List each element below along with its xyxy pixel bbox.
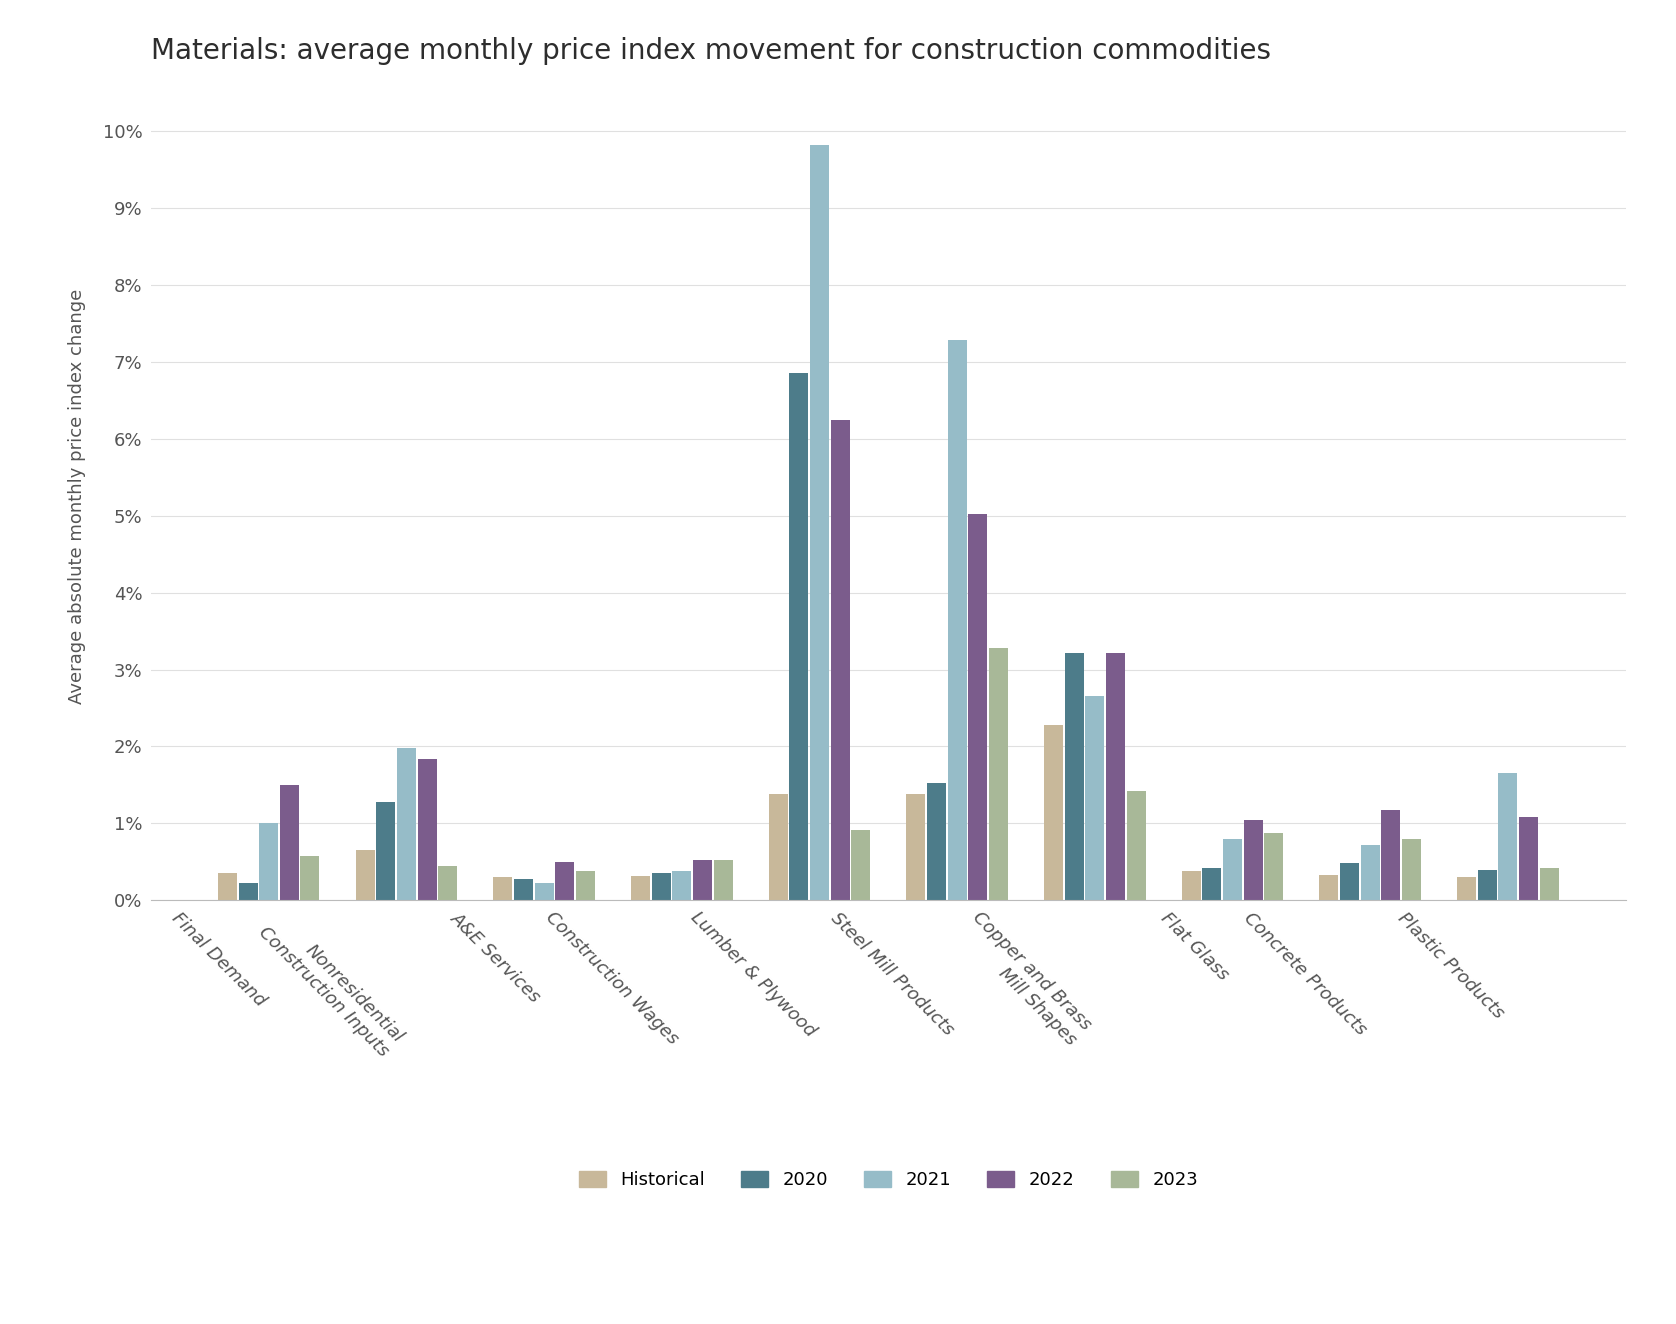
Bar (1319, 875, 1339, 900)
Bar (1223, 839, 1242, 900)
Bar (1403, 839, 1421, 900)
Bar (1044, 726, 1063, 900)
Bar (769, 794, 788, 900)
Bar (1202, 869, 1222, 900)
Bar (1540, 869, 1559, 900)
Bar (927, 784, 945, 900)
Text: Materials: average monthly price index movement for construction commodities: Materials: average monthly price index m… (151, 37, 1270, 65)
Bar (515, 879, 533, 900)
Bar (1182, 871, 1200, 900)
Bar (969, 514, 987, 900)
Bar (1106, 653, 1125, 900)
Bar (851, 830, 870, 900)
Bar (714, 861, 732, 900)
Bar (907, 794, 925, 900)
Bar (417, 759, 436, 900)
Bar (989, 647, 1007, 900)
Bar (1478, 870, 1497, 900)
Bar (1341, 863, 1359, 900)
Bar (947, 340, 967, 900)
Bar (1498, 773, 1517, 900)
Bar (535, 883, 553, 900)
Bar (577, 871, 595, 900)
Bar (1086, 696, 1104, 900)
Bar (375, 802, 396, 900)
Bar (397, 748, 416, 900)
Bar (1064, 653, 1084, 900)
Bar (493, 878, 513, 900)
Bar (1361, 845, 1379, 900)
Bar (260, 824, 278, 900)
Bar (831, 420, 850, 900)
Legend: Historical, 2020, 2021, 2022, 2023: Historical, 2020, 2021, 2022, 2023 (570, 1162, 1207, 1198)
Bar (280, 785, 298, 900)
Bar (238, 883, 258, 900)
Bar (652, 874, 670, 900)
Bar (1518, 817, 1539, 900)
Bar (1126, 792, 1146, 900)
Bar (555, 862, 575, 900)
Bar (218, 874, 236, 900)
Bar (1456, 878, 1477, 900)
Bar (630, 875, 650, 900)
Bar (1264, 833, 1284, 900)
Bar (1244, 820, 1262, 900)
Y-axis label: Average absolute monthly price index change: Average absolute monthly price index cha… (69, 289, 85, 704)
Bar (300, 855, 320, 900)
Bar (789, 373, 808, 900)
Bar (672, 871, 691, 900)
Bar (1381, 809, 1401, 900)
Bar (355, 850, 374, 900)
Bar (437, 866, 458, 900)
Bar (692, 861, 712, 900)
Bar (810, 146, 830, 900)
